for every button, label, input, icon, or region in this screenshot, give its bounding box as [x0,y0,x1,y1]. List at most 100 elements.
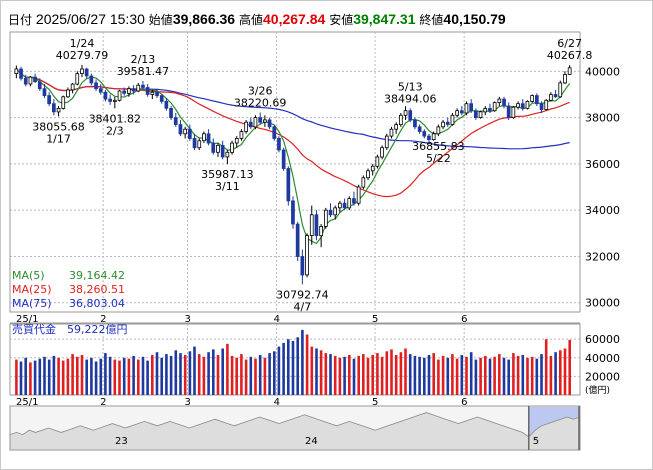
candle-body [389,128,394,137]
price-y-tick: 30000 [585,297,620,310]
candle-body [497,98,502,103]
candle-body [309,214,314,237]
open-label: 始値 [148,13,173,27]
candle-body [19,68,23,79]
candle-body [323,209,328,227]
candle-body [61,96,66,109]
annotation-date: 3/11 [215,180,240,193]
volume-bar [554,352,557,395]
annotation-value: 40279.79 [56,49,109,62]
volume-bar [226,343,229,395]
candle-body [553,94,558,98]
volume-bar [465,356,468,395]
candle-body [23,77,28,85]
volume-legend: 売買代金 59,222億円 [12,322,128,336]
volume-bar [197,354,201,395]
candle-body [234,137,239,144]
annotation-value: 30792.74 [276,288,329,301]
volume-bar [235,357,238,395]
candle-body [441,121,445,128]
candle-body [108,98,112,102]
candle-body [14,68,19,74]
candle-body [314,214,319,237]
candle-body [375,156,380,167]
price-y-tick: 32000 [585,250,620,263]
volume-bar [207,352,210,395]
candle-body [347,198,352,209]
volume-bar [469,352,473,395]
volume-bar [348,355,351,395]
price-x-tick: 5 [372,314,378,325]
volume-bar [127,358,131,395]
volume-bar [263,357,267,395]
volume-bar [451,354,454,395]
candle-body [131,88,136,92]
volume-bar [80,355,84,395]
candle-body [164,101,169,109]
candle-body [28,76,33,85]
volume-bar [258,355,262,395]
volume-bar [193,346,196,395]
candle-body [262,119,267,123]
volume-y-tick: 40000 [585,352,620,365]
overview-x-tick: 5 [533,436,539,447]
annotation-value: 38494.06 [384,92,437,105]
candle-body [337,202,342,209]
volume-bar [333,355,337,395]
candle-body [370,165,375,172]
volume-bar [530,356,534,395]
candle-body [464,103,469,114]
volume-bar [343,356,346,395]
volume-bar [418,356,421,395]
volume-bar [305,334,309,395]
volume-bar [85,359,88,395]
annotation-value: 40267.8 [547,49,593,62]
candle-body [145,87,150,95]
candle-body [244,121,248,132]
volume-bar [399,352,403,395]
candle-body [42,88,47,96]
volume-bar [38,358,42,395]
volume-bar [273,351,276,395]
candle-body [305,235,309,276]
volume-bar [455,358,459,395]
volume-bar [390,349,393,395]
volume-bar [394,355,398,395]
candle-body [356,186,361,204]
volume-bar [202,356,206,395]
candle-body [525,101,530,109]
volume-bar [155,352,159,395]
volume-bar [179,353,182,395]
volume-bar [212,349,215,395]
candle-body [342,202,347,209]
volume-bar [437,359,440,395]
candle-body [230,142,234,153]
price-panel [9,31,581,313]
candle-body [169,108,173,119]
volume-bar [516,355,520,395]
volume-bar [61,360,65,395]
volume-bar [66,358,70,395]
candle-body [408,110,413,121]
candle-body [281,149,286,169]
low-value: 39,847.31 [353,11,416,27]
volume-bar [432,353,435,395]
volume-bar [76,356,79,395]
volume-bar [137,359,140,395]
candle-body [70,83,75,91]
volume-bar [244,359,248,395]
volume-bar [169,355,173,395]
candle-body [127,88,131,94]
candle-body [436,126,441,135]
volume-bar [498,354,501,395]
candle-body [473,110,478,118]
volume-bar [324,353,328,395]
volume-bar [221,348,224,395]
candle-body [502,98,506,107]
volume-y-tick: 60000 [585,333,620,346]
annotation-date: 3/26 [248,85,273,98]
candle-body [328,209,333,216]
candle-body [183,128,187,135]
candle-body [75,73,80,85]
